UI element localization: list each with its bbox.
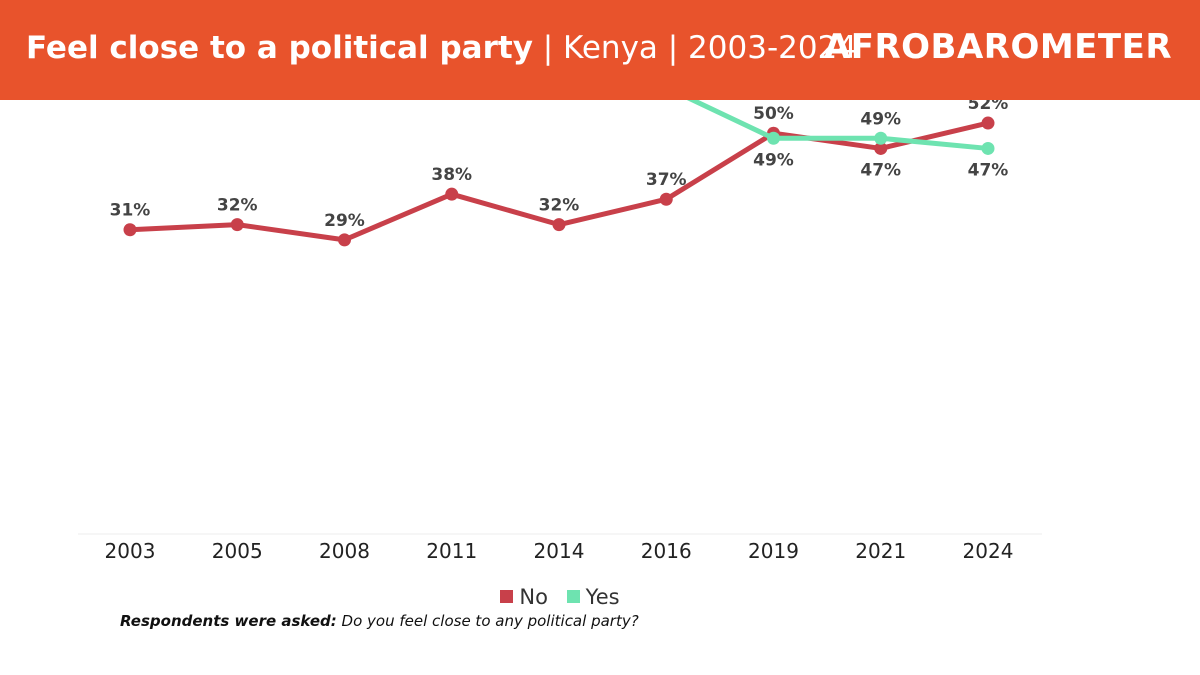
- legend: No Yes: [0, 584, 1120, 609]
- survey-question-note: Respondents were asked: Do you feel clos…: [120, 612, 639, 630]
- legend-item-no: No: [500, 585, 548, 609]
- legend-swatch-no: [500, 589, 514, 603]
- data-label: 50%: [753, 104, 794, 124]
- data-label: 49%: [860, 109, 901, 129]
- title-subtitle: | Kenya | 2003-2024: [532, 30, 858, 66]
- data-point: [230, 218, 244, 232]
- series-line: [686, 100, 991, 151]
- data-point: [874, 131, 888, 145]
- data-point: [874, 141, 888, 155]
- x-tick-label: 2019: [748, 539, 799, 563]
- data-label: 32%: [539, 196, 580, 216]
- x-tick-label: 2024: [963, 539, 1014, 563]
- question-text: Do you feel close to any political party…: [336, 612, 639, 630]
- x-tick-label: 2016: [641, 539, 692, 563]
- afrobarometer-logo: AFROBAROMETER: [823, 27, 1172, 67]
- x-tick-labels: 2003 2005 2008 2011 2014 2016 2019 2021 2024: [105, 539, 1014, 563]
- title-main: Feel close to a political party: [26, 30, 533, 66]
- series-layer: 31%32%29%38%32%37%50%47%52%68%63%68%58%6…: [110, 100, 1009, 247]
- page-title: Feel close to a political party | Kenya …: [26, 30, 857, 66]
- data-label: 47%: [968, 160, 1009, 180]
- question-label: Respondents were asked:: [120, 612, 337, 630]
- line-chart: 31%32%29%38%32%37%50%47%52%68%63%68%58%6…: [78, 100, 1042, 563]
- data-point: [552, 218, 566, 232]
- x-tick-label: 2003: [105, 539, 156, 563]
- data-label: 32%: [217, 196, 258, 216]
- x-tick-label: 2014: [534, 539, 585, 563]
- data-label: 47%: [860, 160, 901, 180]
- series-no: 31% 32% 29% 38% 32% 37% 50% 47% 52%: [110, 100, 1009, 247]
- data-point: [981, 116, 995, 130]
- data-label: 52%: [968, 100, 1009, 114]
- x-tick-label: 2021: [855, 539, 906, 563]
- series-yes: 68%63%68%58%64%59%49%49%47%: [686, 100, 1009, 180]
- data-label: 31%: [110, 201, 151, 221]
- data-label: 37%: [646, 170, 687, 190]
- legend-label-no: No: [519, 585, 548, 609]
- x-tick-label: 2005: [212, 539, 263, 563]
- data-point: [767, 131, 780, 145]
- data-point: [123, 223, 137, 237]
- data-point: [981, 141, 995, 155]
- data-label: 49%: [753, 150, 794, 170]
- data-label: 38%: [431, 165, 472, 185]
- data-point: [445, 187, 459, 201]
- x-tick-label: 2011: [426, 539, 477, 563]
- header-banner: Feel close to a political party | Kenya …: [0, 0, 1200, 100]
- data-point: [338, 233, 351, 247]
- data-point: [659, 192, 673, 206]
- legend-item-yes: Yes: [566, 585, 620, 609]
- legend-swatch-yes: [566, 589, 580, 603]
- x-tick-label: 2008: [319, 539, 370, 563]
- data-label: 29%: [324, 211, 365, 231]
- legend-label-yes: Yes: [585, 585, 620, 609]
